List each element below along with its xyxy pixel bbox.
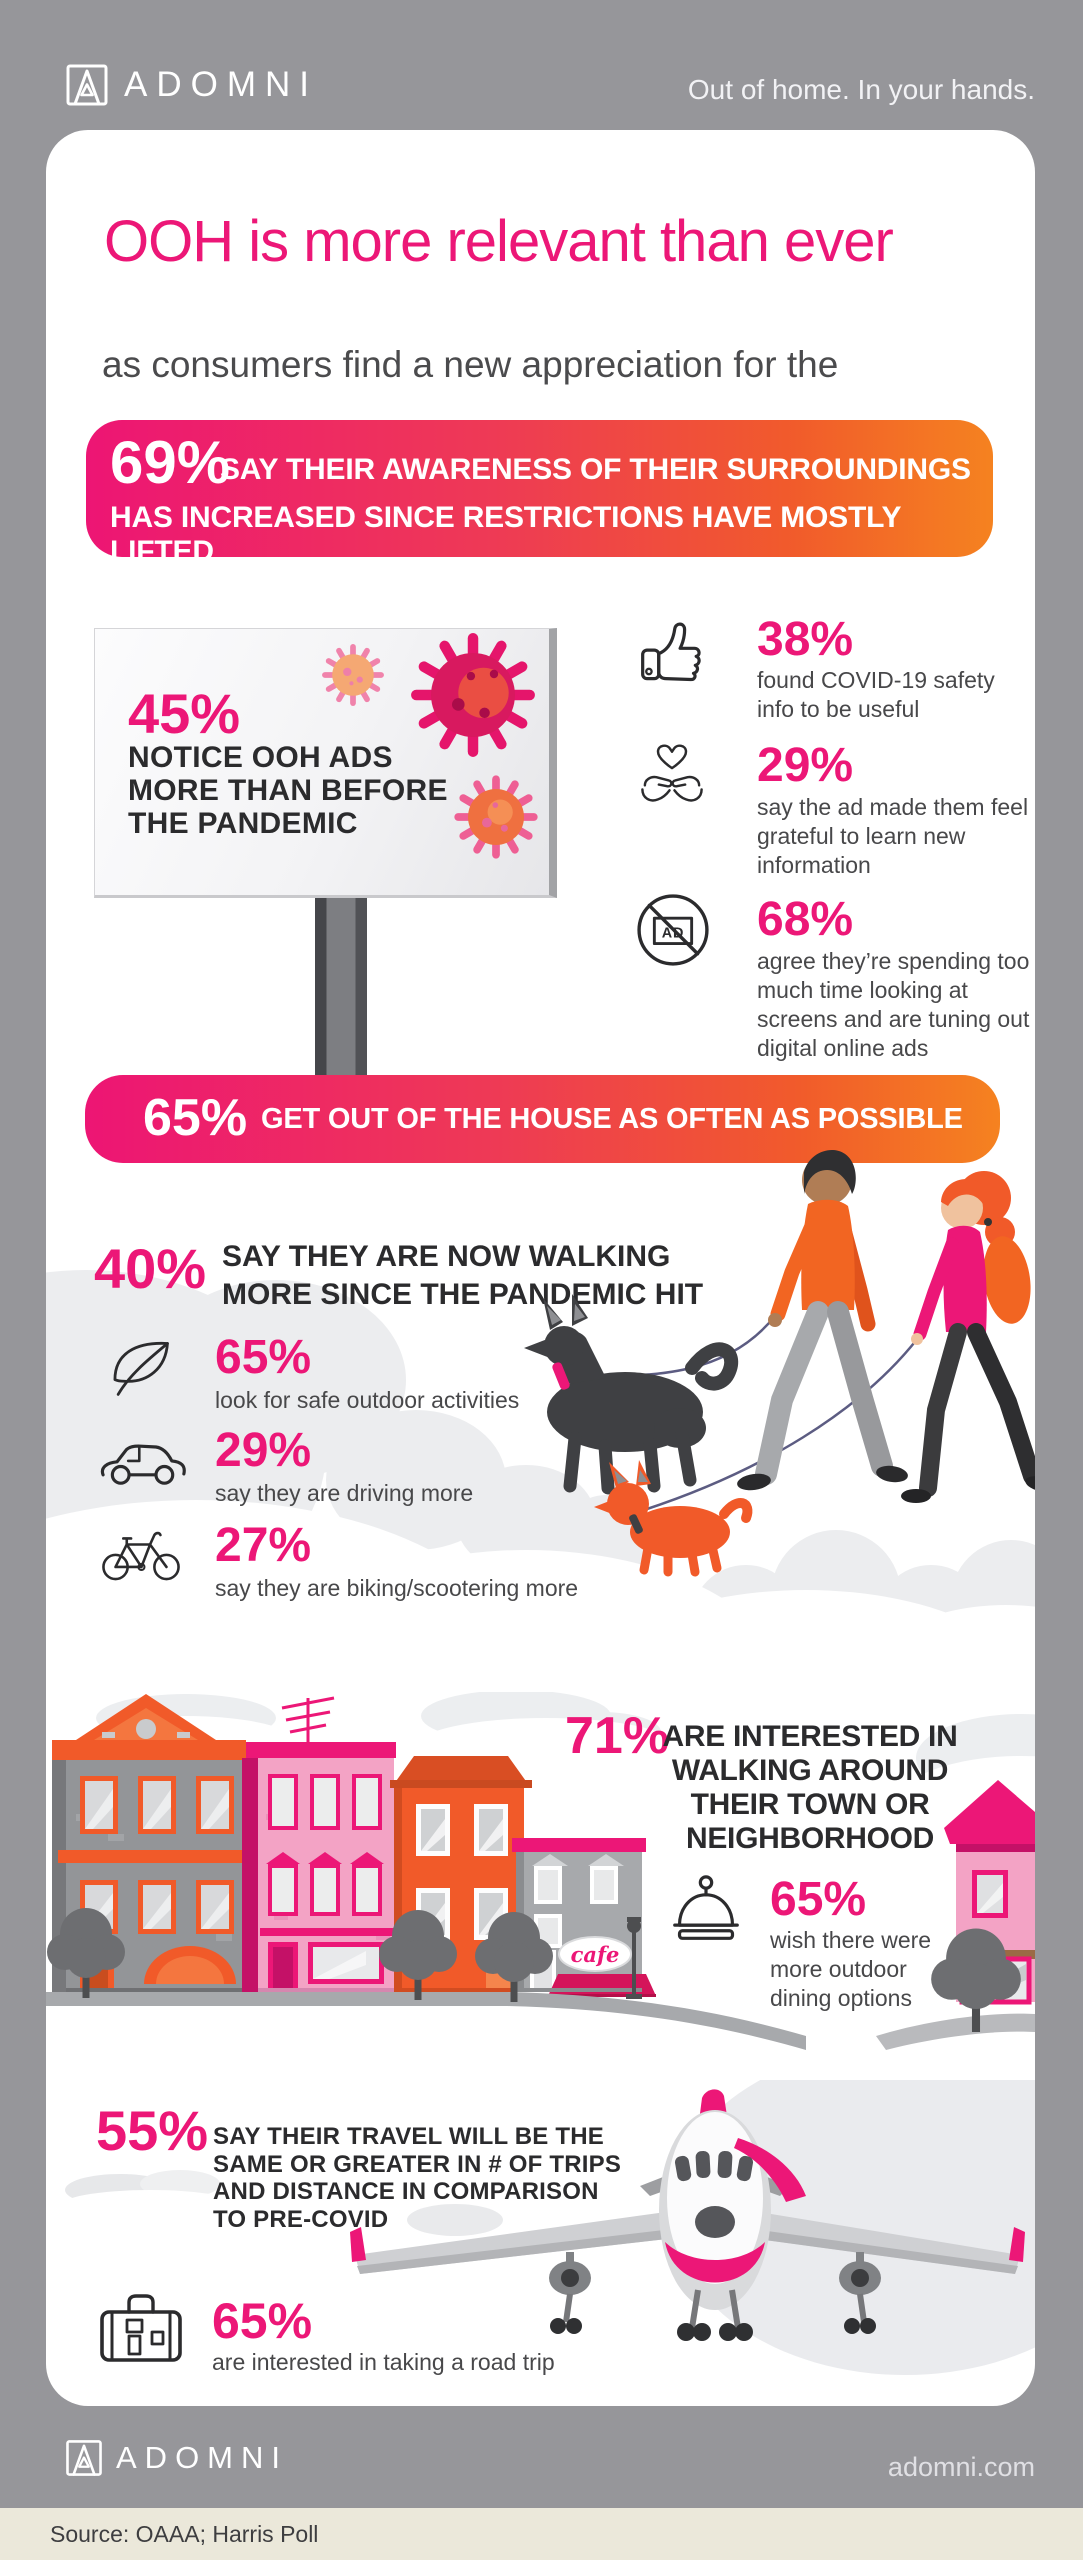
brand-name: ADOMNI [124,65,318,104]
landing-gear [563,2289,867,2329]
page-title: OOH is more relevant than ever [104,209,894,274]
stat-biking-more-text: say they are biking/scootering more [215,1575,579,1601]
website-link[interactable]: adomni.com [887,2452,1035,2482]
sidewalk [46,1992,806,2050]
walking-stat: 40% [94,1237,207,1300]
stat-biking-more: 27% [215,1519,312,1572]
roadtrip-stat: 65% [212,2293,313,2349]
travel-stat: 55% [96,2099,209,2162]
stat-driving-more-text: say they are driving more [215,1480,474,1506]
footer-brand-name: ADOMNI [116,2440,288,2475]
get-outside-stat: 65% [143,1089,248,1147]
awareness-banner: 69% SAY THEIR AWARENESS OF THEIR SURROUN… [86,420,993,568]
coronavirus-illustration [95,629,541,891]
adomni-logo-icon [66,2440,102,2476]
woman-walker [901,1171,1035,1503]
thumbs-up-icon [641,622,701,682]
black-dog [524,1294,739,1495]
get-outside-banner: 65% GET OUT OF THE HOUSE AS OFTEN AS POS… [85,1075,1000,1163]
subtitle-line-1: as consumers find a new appreciation for… [102,344,839,385]
virus-icon-large [416,638,529,751]
source-strip: Source: OAAA; Harris Poll [0,2508,1083,2560]
stat-covid-info: 38% [757,613,854,666]
stat-tuning-out-text: agree they’re spending too much time loo… [757,948,1030,1061]
stat-grateful-text: say the ad made them feel grateful to le… [757,794,1029,878]
content-card: OOH is more relevant than ever as consum… [46,130,1035,2406]
lamppost [626,1917,642,1999]
billboard-stat: 45% [128,682,241,745]
get-outside-text: GET OUT OF THE HOUSE AS OFTEN AS POSSIBL… [261,1103,963,1135]
stat-driving-more: 29% [215,1424,312,1477]
airplane-illustration [350,2080,1035,2375]
building-pink [242,1696,396,1992]
no-ads-icon: AD [637,894,709,966]
virus-icon-medium [458,779,534,855]
stat-tuning-out: 68% [757,893,854,946]
header-tagline: Out of home. In your hands. [687,74,1035,105]
suitcase-icon [100,2294,182,2362]
heart-hands-icon [641,744,703,802]
leaf-icon [113,1341,169,1396]
stat-outdoor-activities-text: look for safe outdoor activities [215,1387,520,1413]
billboard-pole [315,896,367,1076]
awareness-banner-line1: SAY THEIR AWARENESS OF THEIR SURROUNDING… [220,453,971,486]
footer-brand: ADOMNI [64,2438,288,2478]
clouds-background [46,1270,1035,1695]
roadtrip-text: are interested in taking a road trip [212,2349,555,2375]
town-stat: 71% [565,1707,670,1765]
small-cloud [60,2170,230,2210]
building-orange-gray [52,1694,250,1992]
stat-outdoor-activities: 65% [215,1331,312,1384]
virus-icon-small [325,647,381,703]
airplane [350,2089,1025,2341]
awareness-banner-line2: HAS INCREASED SINCE RESTRICTIONS HAVE MO… [110,501,901,568]
car-icon [100,1444,186,1485]
header-brand: ADOMNI [64,62,318,108]
ad-label: AD [662,926,685,942]
source-text: Source: OAAA; Harris Poll [50,2520,319,2547]
awareness-banner-stat: 69% [110,429,231,496]
side-path [876,2013,1035,2050]
billboard-panel: 45% NOTICE OOH ADS MORE THAN BEFORE THE … [94,628,557,898]
dog-walkers-illustration [524,1149,1035,1577]
orange-dog [594,1460,753,1577]
stat-covid-info-text: found COVID-19 safety info to be useful [757,667,995,722]
man-walker [737,1149,908,1491]
service-bell-icon [673,1875,739,1940]
walking-headline: SAY THEY ARE NOW WALKING MORE SINCE THE … [222,1240,704,1311]
bicycle-icon [102,1531,180,1581]
dining-stat: 65% [770,1873,867,1926]
travel-headline: SAY THEIR TRAVEL WILL BE THE SAME OR GRE… [213,2123,622,2233]
cockpit-windows [674,2150,754,2182]
engines [549,2252,881,2295]
cafe-sign: cafe [571,1942,620,1967]
stat-grateful: 29% [757,739,854,792]
town-illustration: cafe [46,1692,1035,2050]
town-headline: ARE INTERESTED IN WALKING AROUND THEIR T… [662,1720,958,1855]
billboard-text: NOTICE OOH ADS MORE THAN BEFORE THE PAND… [128,741,448,840]
dining-text: wish there were more outdoor dining opti… [770,1927,932,2011]
adomni-logo-icon [66,64,108,106]
